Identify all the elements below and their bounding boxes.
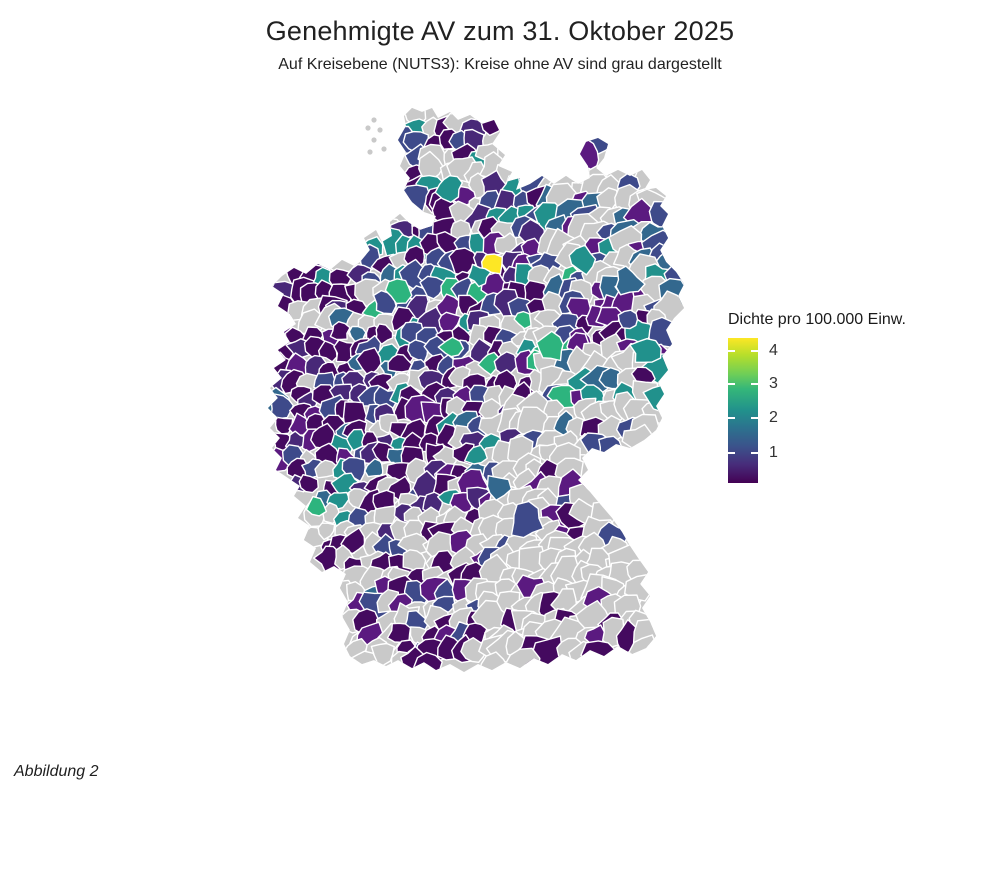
district <box>269 393 294 420</box>
district <box>317 522 336 541</box>
district <box>477 351 502 376</box>
legend-tick-label: 1 <box>769 444 778 461</box>
district <box>364 458 387 478</box>
district <box>568 244 597 276</box>
district <box>419 275 446 300</box>
district <box>617 309 639 330</box>
legend-tick-mark <box>751 452 758 454</box>
district <box>629 338 662 363</box>
district <box>596 187 620 213</box>
island <box>365 125 371 131</box>
island <box>371 137 377 143</box>
legend-colorbar <box>728 338 758 483</box>
district <box>535 330 564 362</box>
district <box>480 108 508 137</box>
district <box>486 475 513 501</box>
district <box>375 323 394 345</box>
legend-tick-mark <box>751 417 758 419</box>
district <box>329 321 351 341</box>
chart-header: Genehmigte AV zum 31. Oktober 2025 Auf K… <box>0 0 1000 74</box>
legend-tick-mark <box>751 350 758 352</box>
chart-title: Genehmigte AV zum 31. Oktober 2025 <box>265 16 735 46</box>
island <box>371 117 377 123</box>
district <box>402 549 427 572</box>
district <box>510 500 545 539</box>
district <box>463 444 488 465</box>
district <box>274 416 294 435</box>
legend-tick-mark <box>728 417 735 419</box>
chart-subtitle: Auf Kreisebene (NUTS3): Kreise ohne AV s… <box>278 56 722 73</box>
legend-title: Dichte pro 100.000 Einw. <box>728 311 906 328</box>
legend-tick-mark <box>728 350 735 352</box>
figure-caption: Abbildung 2 <box>14 763 99 780</box>
island <box>367 149 373 155</box>
district <box>305 495 328 517</box>
district <box>340 207 374 236</box>
legend-tick-label: 4 <box>769 342 778 359</box>
district <box>467 263 492 288</box>
district <box>298 474 319 494</box>
legend-tick-mark <box>751 383 758 385</box>
district <box>434 175 463 203</box>
district <box>384 278 413 305</box>
island <box>377 127 383 133</box>
legend-tick-mark <box>728 452 735 454</box>
district <box>437 336 465 358</box>
legend-tick-label: 3 <box>769 375 778 392</box>
island <box>381 146 387 152</box>
legend-tick-label: 2 <box>769 409 778 426</box>
district <box>580 640 617 669</box>
legend-tick-mark <box>728 383 735 385</box>
district <box>615 265 646 296</box>
